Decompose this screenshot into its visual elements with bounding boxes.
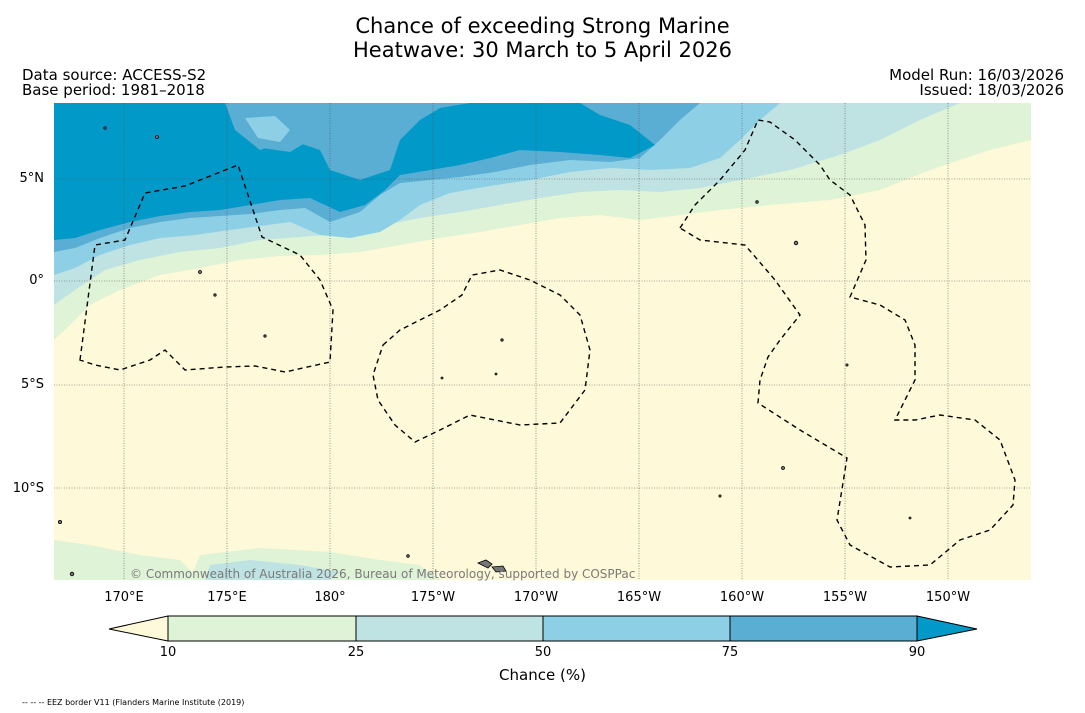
island-5 xyxy=(440,376,444,380)
colorbar-tick-90: 90 xyxy=(908,645,926,660)
eez-borders xyxy=(79,119,1016,568)
base-period: Base period: 1981–2018 xyxy=(22,81,205,99)
island-10 xyxy=(781,466,785,470)
island-16 xyxy=(155,135,159,139)
lon-label-180: 180° xyxy=(314,590,346,605)
island-3 xyxy=(263,334,267,338)
island-1 xyxy=(198,270,202,274)
colorbar-50-75 xyxy=(542,615,731,642)
colorbar-title: Chance (%) xyxy=(499,666,586,684)
eez-border-kiribati-line xyxy=(679,119,1016,568)
probability-field xyxy=(54,103,1031,580)
lat-label-5n: 5°N xyxy=(19,171,45,186)
lon-label-155w: 155°W xyxy=(822,590,868,605)
copyright-notice: © Commonwealth of Australia 2026, Bureau… xyxy=(130,567,636,581)
colorbar-75-90 xyxy=(729,615,918,642)
issued-date: Issued: 18/03/2026 xyxy=(919,81,1064,99)
island-4 xyxy=(500,338,504,342)
island-7 xyxy=(755,200,759,204)
eez-footnote: -- -- -- EEZ border V11 (Flanders Marine… xyxy=(22,698,245,707)
lon-label-160w: 160°W xyxy=(719,590,765,605)
run-info: Model Run: 16/03/2026 Issued: 18/03/2026 xyxy=(889,68,1064,98)
island-samoa-1 xyxy=(477,559,493,569)
lat-label-10s: 10°S xyxy=(12,481,44,496)
colorbar-tick-10: 10 xyxy=(159,645,177,660)
graticule xyxy=(54,103,1031,580)
model-run: Model Run: 16/03/2026 xyxy=(889,66,1064,84)
colorbar-25-50 xyxy=(355,615,544,642)
island-12 xyxy=(908,516,912,520)
lat-label-5s: 5°S xyxy=(20,377,44,392)
island-11 xyxy=(718,494,722,498)
colorbar-tick-75: 75 xyxy=(721,645,739,660)
map-title: Chance of exceeding Strong Marine Heatwa… xyxy=(0,14,1085,62)
data-info: Data source: ACCESS-S2 Base period: 1981… xyxy=(22,68,206,98)
patch-south-2 xyxy=(205,560,340,580)
island-2 xyxy=(213,293,217,297)
title-line-1: Chance of exceeding Strong Marine xyxy=(355,14,730,38)
colorbar-over-90 xyxy=(916,615,978,642)
island-samoa-2 xyxy=(491,565,507,573)
island-9 xyxy=(845,363,849,367)
lon-label-165w: 165°W xyxy=(616,590,662,605)
title-line-2: Heatwave: 30 March to 5 April 2026 xyxy=(353,38,732,62)
lat-label-0: 0° xyxy=(29,273,44,288)
colorbar-tick-50: 50 xyxy=(534,645,552,660)
lon-label-170w: 170°W xyxy=(513,590,559,605)
data-source: Data source: ACCESS-S2 xyxy=(22,66,207,84)
band-10-25-south xyxy=(54,540,200,580)
lon-label-175w: 175°W xyxy=(410,590,456,605)
island-13 xyxy=(58,520,63,525)
lon-label-170e: 170°E xyxy=(104,590,144,605)
colorbar-tick-25: 25 xyxy=(347,645,365,660)
band-over-90 xyxy=(54,103,655,240)
lon-label-175e: 175°E xyxy=(207,590,247,605)
island-6 xyxy=(494,372,498,376)
island-8 xyxy=(793,240,799,246)
colorbar-under-10 xyxy=(108,615,169,642)
patch-light-2 xyxy=(245,116,290,142)
colorbar-10-25 xyxy=(167,615,357,642)
colorbar xyxy=(108,615,978,642)
island-15 xyxy=(69,571,75,577)
island-17 xyxy=(103,126,107,130)
lon-label-150w: 150°W xyxy=(925,590,971,605)
island-14 xyxy=(406,554,410,558)
patch-light-3 xyxy=(340,108,395,140)
islands xyxy=(58,126,912,577)
